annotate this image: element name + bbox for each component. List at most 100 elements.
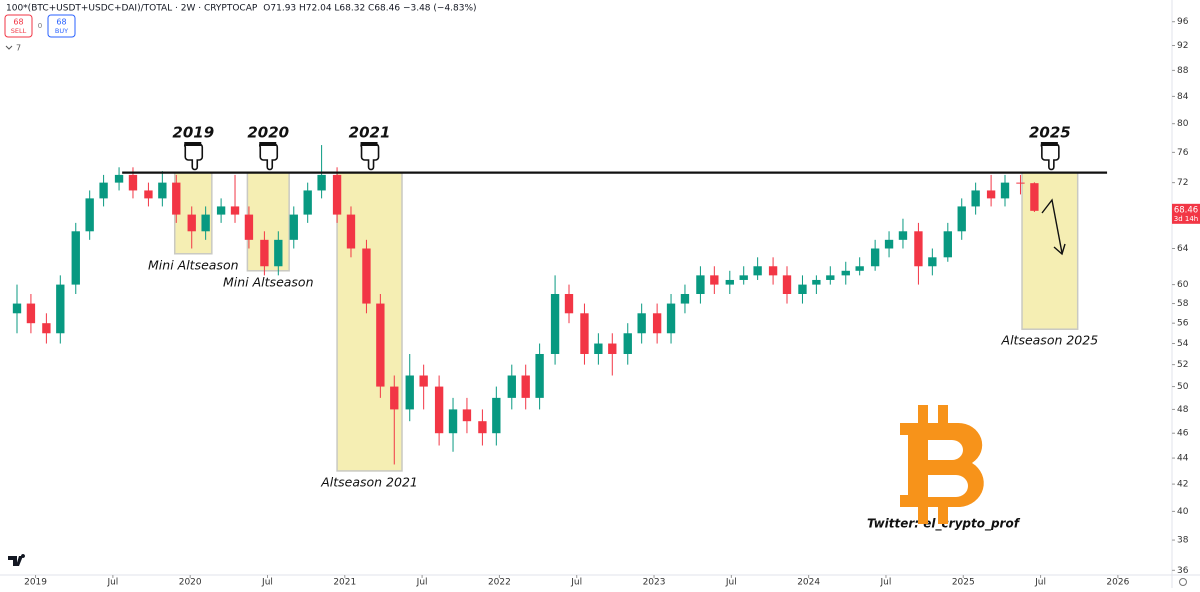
y-tick-label: 36 xyxy=(1177,566,1189,576)
x-tick-label: 2020 xyxy=(179,578,202,588)
candle-body xyxy=(608,343,617,354)
candle-body xyxy=(144,190,153,199)
candle-body xyxy=(260,239,269,267)
candle-body xyxy=(56,284,65,334)
pointing-hand xyxy=(1040,142,1060,171)
y-tick-label: 48 xyxy=(1177,405,1189,415)
candle-body xyxy=(696,275,705,295)
y-tick-label: 40 xyxy=(1177,507,1189,517)
candle-body xyxy=(158,182,167,199)
candle-body xyxy=(768,266,778,276)
candle-body xyxy=(114,174,124,183)
candle-body xyxy=(230,206,240,215)
zone-label: Altseason 2021 xyxy=(320,474,418,489)
candle-body xyxy=(376,303,385,387)
buy-label[interactable]: BUY xyxy=(55,27,68,35)
candle-body xyxy=(812,279,821,285)
year-label: 2019 xyxy=(172,124,214,142)
candle-body xyxy=(448,409,458,434)
candle-body xyxy=(201,214,210,232)
buy-button[interactable]: 68 BUY xyxy=(47,14,76,38)
x-tick-label: Jul xyxy=(106,578,118,588)
y-tick-label: 60 xyxy=(1177,280,1189,290)
collapse-chevron[interactable] xyxy=(5,45,13,50)
sell-price[interactable]: 68 xyxy=(13,18,23,27)
candle-body xyxy=(362,248,371,304)
y-tick-label: 52 xyxy=(1177,360,1188,370)
candle-body xyxy=(841,270,850,276)
y-tick-label: 84 xyxy=(1177,92,1189,102)
x-tick-label: Jul xyxy=(880,578,892,588)
candle-body xyxy=(1000,182,1010,199)
candle-body xyxy=(71,231,80,285)
candle-body xyxy=(782,275,792,295)
candle-body xyxy=(564,294,574,314)
candle-body xyxy=(753,266,762,276)
candle-body xyxy=(216,206,226,215)
countdown: 3d 14h xyxy=(1174,215,1198,223)
candle-body xyxy=(739,275,748,280)
zone-label: Altseason 2025 xyxy=(1001,333,1099,348)
candle-body xyxy=(317,174,326,191)
candle-body xyxy=(99,182,108,199)
candle-body xyxy=(42,323,51,334)
candle-body xyxy=(390,386,399,410)
candle-body xyxy=(521,375,530,398)
x-tick-label: Jul xyxy=(570,578,582,588)
candle-body xyxy=(332,174,342,215)
y-tick-label: 50 xyxy=(1177,382,1189,392)
x-tick-label: 2022 xyxy=(488,578,511,588)
y-tick-label: 80 xyxy=(1177,119,1189,129)
candle-body xyxy=(507,375,516,398)
candle-body xyxy=(1016,182,1025,184)
indicator-count[interactable]: 7 xyxy=(16,44,21,53)
hand-cuff xyxy=(184,142,202,146)
x-tick-label: 2025 xyxy=(952,578,975,588)
sell-box[interactable] xyxy=(4,14,33,38)
candle-body xyxy=(580,313,589,354)
candle-body xyxy=(666,303,676,334)
last-price: 68.46 xyxy=(1174,205,1198,215)
x-tick-label: Jul xyxy=(1034,578,1046,588)
candle-body xyxy=(26,303,36,324)
x-tick-label: Jul xyxy=(416,578,428,588)
candle-body xyxy=(478,421,487,434)
hand-cuff xyxy=(360,142,378,146)
y-tick-label: 88 xyxy=(1177,66,1189,76)
candle-body xyxy=(346,214,356,249)
projection-arrow xyxy=(1041,198,1066,256)
sell-label[interactable]: SELL xyxy=(11,27,27,35)
tv-logo[interactable] xyxy=(8,554,26,566)
settings-icon[interactable] xyxy=(1179,578,1187,586)
pointing-hand xyxy=(360,142,380,171)
candle-body xyxy=(462,409,472,422)
x-tick-label: 2026 xyxy=(1106,578,1129,588)
buy-box[interactable] xyxy=(47,14,76,38)
candle-body xyxy=(680,294,690,304)
candle-body xyxy=(535,353,544,398)
y-tick-label: 42 xyxy=(1177,480,1188,490)
candle-body xyxy=(637,313,646,334)
candle-body xyxy=(986,190,996,199)
candle-body xyxy=(405,375,414,410)
zone-label: Mini Altseason xyxy=(148,257,239,272)
hand-shape xyxy=(1040,143,1060,171)
candle-body xyxy=(971,190,980,207)
pointing-hand xyxy=(184,142,204,171)
x-tick-label: Jul xyxy=(725,578,737,588)
zone-label: Mini Altseason xyxy=(223,274,314,289)
candle-body xyxy=(492,397,501,434)
candle-body xyxy=(870,248,880,267)
y-tick-label: 56 xyxy=(1177,319,1189,329)
y-tick-label: 44 xyxy=(1177,454,1189,464)
sell-button[interactable]: 68 SELL xyxy=(4,14,33,38)
candle-body xyxy=(898,231,908,240)
candle-body xyxy=(85,198,94,232)
candle-body xyxy=(652,313,662,334)
buy-price[interactable]: 68 xyxy=(56,18,66,27)
year-label: 2020 xyxy=(247,124,289,142)
candle-body xyxy=(172,182,181,215)
candle-body xyxy=(594,343,603,354)
